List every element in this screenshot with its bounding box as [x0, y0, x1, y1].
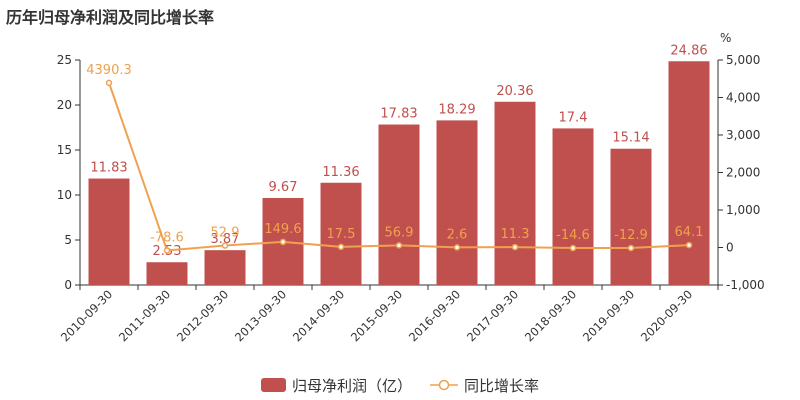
- growth-rate-point: [569, 244, 577, 252]
- bar: [204, 250, 246, 285]
- bar-value-label: 11.36: [322, 165, 359, 180]
- bar: [378, 124, 420, 285]
- growth-rate-label: 11.3: [501, 227, 530, 242]
- legend-bar-swatch: [260, 378, 286, 392]
- bar-value-label: 20.36: [496, 84, 533, 99]
- bar: [320, 182, 362, 285]
- bar-value-label: 3.87: [211, 232, 240, 247]
- y-right-tick-label: 4,000: [726, 91, 760, 105]
- growth-rate-point: [395, 242, 403, 249]
- bar: [610, 148, 652, 285]
- growth-rate-label: 17.5: [327, 227, 356, 242]
- growth-rate-label: -12.9: [614, 228, 648, 243]
- bar: [436, 120, 478, 285]
- chart-canvas: 0 5 10 15 20 25 -1,000 0 1,000 2,000 3,000 4,000 5,0…: [57, 31, 765, 344]
- bar-value-label: 17.83: [380, 107, 417, 122]
- y-left-tick-label: 25: [57, 53, 72, 67]
- growth-rate-label: 4390.3: [86, 63, 132, 78]
- growth-rate-point: [221, 242, 229, 249]
- bar-value-label: 17.4: [559, 110, 588, 125]
- x-tick-label: 2015-09-30: [348, 287, 405, 344]
- growth-rate-point: [453, 244, 461, 251]
- legend: 归母净利润（亿） 同比增长率: [0, 374, 800, 396]
- growth-rate-label: -14.6: [556, 228, 590, 243]
- x-tick-label: 2011-09-30: [116, 287, 173, 344]
- legend-line-swatch: [430, 379, 458, 391]
- growth-rate-label: 64.1: [675, 225, 704, 240]
- bar: [494, 101, 536, 285]
- y-left-tick-label: 20: [57, 98, 72, 112]
- y-right-tick-label: 1,000: [726, 203, 760, 217]
- y-right-tick-label: 2,000: [726, 166, 760, 180]
- growth-rate-point: [279, 238, 287, 246]
- bar-value-label: 15.14: [612, 131, 649, 146]
- growth-rate-label: -78.6: [150, 230, 184, 245]
- x-tick-label: 2018-09-30: [522, 287, 579, 344]
- x-tick-label: 2017-09-30: [464, 287, 521, 344]
- growth-rate-point: [511, 243, 519, 251]
- y-right-tick-label: 5,000: [726, 53, 760, 67]
- y-right-tick-label: 0: [726, 241, 734, 255]
- y-left-tick-label: 0: [64, 278, 72, 292]
- bar: [668, 61, 710, 286]
- bar: [552, 128, 594, 285]
- legend-label-growth: 同比增长率: [464, 376, 540, 395]
- legend-item-growth[interactable]: 同比增长率: [430, 375, 539, 396]
- growth-rate-point: [163, 247, 171, 254]
- growth-rate-label: 52.9: [211, 226, 240, 241]
- bar-value-label: 11.83: [90, 161, 127, 176]
- chart-title: 历年归母净利润及同比增长率: [6, 8, 215, 27]
- growth-rate-point: [685, 241, 693, 249]
- growth-rate-point: [627, 244, 635, 252]
- growth-rate-label: 149.6: [264, 222, 301, 237]
- legend-item-profit[interactable]: 归母净利润（亿）: [260, 375, 412, 396]
- y-left-tick-label: 15: [57, 143, 72, 157]
- growth-rate-label: 56.9: [385, 225, 414, 240]
- y-left-tick-label: 10: [57, 188, 72, 202]
- y-right-tick-label: -1,000: [726, 278, 765, 292]
- growth-rate-point: [337, 243, 345, 251]
- growth-rate-point: [105, 79, 113, 87]
- bar-value-label: 24.86: [670, 43, 707, 58]
- x-tick-label: 2013-09-30: [232, 287, 289, 344]
- x-tick-label: 2019-09-30: [580, 287, 637, 344]
- y-left-tick-label: 5: [64, 233, 72, 247]
- x-tick-label: 2010-09-30: [58, 287, 115, 344]
- bar-value-label: 9.67: [269, 180, 298, 195]
- bar: [88, 178, 130, 285]
- x-tick-label: 2016-09-30: [406, 287, 463, 344]
- x-tick-label: 2014-09-30: [290, 287, 347, 344]
- y-right-tick-label: 3,000: [726, 128, 760, 142]
- bar-value-label: 18.29: [438, 102, 475, 117]
- x-tick-label: 2012-09-30: [174, 287, 231, 344]
- growth-rate-label: 2.6: [447, 227, 468, 242]
- legend-label-profit: 归母净利润（亿）: [291, 376, 412, 395]
- y-right-unit-label: %: [720, 31, 731, 45]
- x-tick-label: 2020-09-30: [638, 287, 695, 344]
- bar: [146, 262, 188, 285]
